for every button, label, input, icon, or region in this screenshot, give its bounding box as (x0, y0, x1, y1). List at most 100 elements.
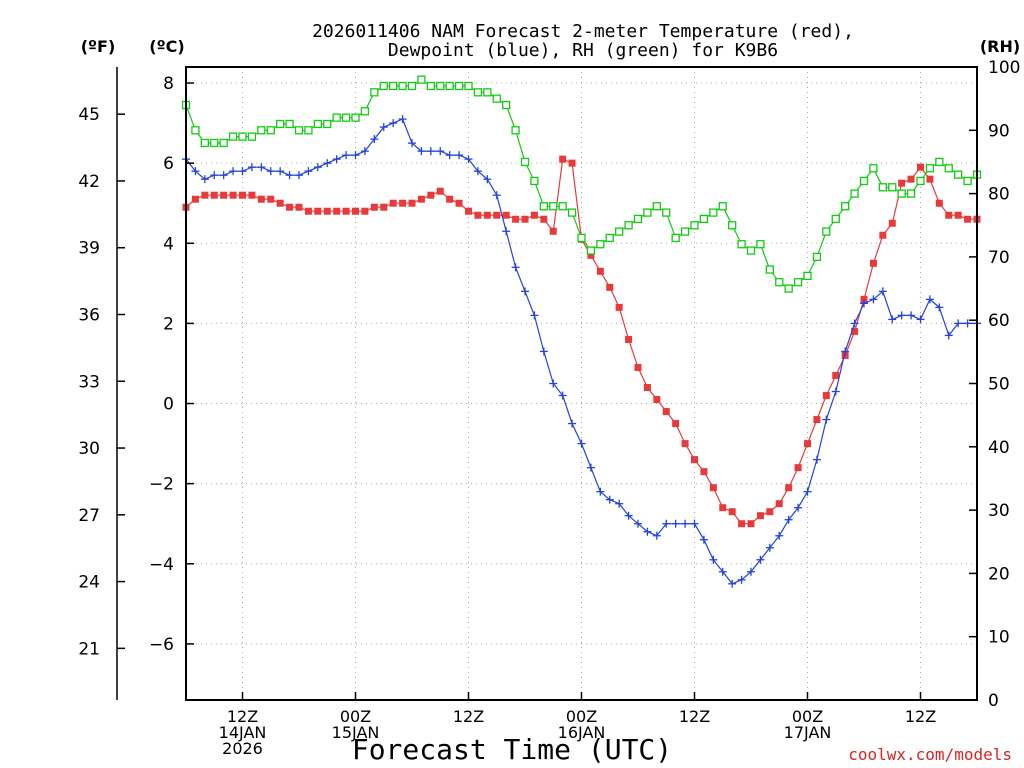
rh-point (313, 119, 322, 129)
dewpoint-point (605, 495, 614, 504)
tick-label-x: 2026 (222, 739, 263, 758)
rh-point (210, 138, 219, 148)
rh-point (436, 81, 445, 91)
rh-point (718, 202, 727, 211)
tick-label-x: 16JAN (558, 723, 606, 742)
dewpoint-point (408, 139, 416, 148)
rh-point (558, 202, 567, 211)
rh-point (351, 113, 360, 122)
temp-point (427, 191, 435, 199)
tick-label-celsius: 4 (163, 234, 174, 254)
tick-label-celsius: −4 (149, 555, 174, 575)
dewpoint-point (351, 151, 360, 160)
temp-point (436, 187, 444, 195)
temp-point (549, 227, 557, 235)
tick-label-rh: 80 (988, 185, 1010, 205)
temp-point (634, 363, 642, 371)
temp-point (417, 195, 425, 203)
tick-label-fahrenheit: 39 (78, 239, 100, 259)
dewpoint-point (699, 535, 708, 544)
dewpoint-point (652, 531, 661, 540)
rh-point (624, 221, 633, 230)
dewpoint-point (812, 455, 821, 464)
dewpoint-point (963, 319, 972, 328)
x-axis-title: Forecast Time (UTC) (352, 733, 672, 766)
dewpoint-point (257, 163, 266, 172)
tick-label-rh: 100 (988, 58, 1020, 78)
rh-point (323, 119, 332, 129)
rh-point (389, 81, 398, 91)
temp-point (201, 191, 209, 199)
rh-point (200, 138, 209, 148)
rh-point (238, 132, 247, 141)
rh-point (332, 113, 341, 122)
temp-point (822, 392, 830, 400)
temp-point (672, 420, 680, 428)
chart-title-line-1: 2026011406 NAM Forecast 2-meter Temperat… (312, 21, 854, 42)
rh-point (615, 227, 624, 236)
rh-point (407, 81, 417, 91)
credit-link[interactable]: coolwx.com/models (848, 745, 1012, 764)
dewpoint-point (662, 519, 671, 528)
rh-point (398, 81, 407, 91)
tick-label-celsius: −6 (149, 635, 174, 655)
tick-label-fahrenheit: 42 (78, 172, 100, 192)
temp-point (756, 512, 764, 520)
temp-point (408, 199, 416, 207)
dewpoint-point (907, 311, 916, 320)
temp-point (596, 267, 604, 275)
dewpoint-point (860, 299, 868, 308)
temp-point (493, 211, 501, 219)
temp-point (719, 504, 727, 512)
rh-point (492, 94, 501, 103)
temp-point (681, 440, 689, 448)
temp-point (389, 199, 397, 207)
temp-point (314, 207, 322, 215)
dewpoint-point (398, 115, 407, 124)
tick-label-x: 14JAN (219, 723, 267, 742)
dewpoint-point (615, 499, 624, 508)
temp-point (935, 199, 943, 207)
temp-point (625, 335, 633, 343)
temp-point (530, 211, 538, 219)
dewpoint-point (841, 347, 850, 356)
rh-point (831, 214, 840, 224)
temp-point (512, 215, 520, 223)
dewpoint-point (794, 503, 803, 512)
rh-point (699, 214, 709, 224)
rh-point (709, 208, 718, 217)
rh-point (228, 132, 238, 141)
tick-label-rh: 30 (988, 501, 1010, 521)
dewpoint-point (671, 519, 680, 528)
dewpoint-point (455, 151, 464, 160)
rh-point (360, 107, 370, 116)
temp-point (483, 211, 491, 219)
temp-point (559, 155, 567, 163)
dewpoint-point (850, 319, 859, 328)
temp-point (653, 396, 661, 404)
chart-title-line-2: Dewpoint (blue), RH (green) for K9B6 (388, 40, 778, 61)
rh-point (662, 208, 671, 217)
dewpoint-point (775, 531, 784, 540)
rh-point (276, 119, 285, 129)
temp-point (738, 520, 746, 528)
rh-point (464, 81, 473, 91)
dewpoint-point (332, 155, 341, 164)
dewpoint-point (916, 315, 925, 324)
tick-label-rh: 40 (988, 438, 1010, 458)
rh-point (191, 126, 200, 135)
rh-point (247, 132, 257, 141)
tick-label-rh: 20 (988, 564, 1010, 584)
dewpoint-point (549, 379, 558, 388)
rh-point (341, 113, 351, 122)
rh-point (793, 278, 803, 287)
dewpoint-point (869, 295, 878, 304)
dewpoint-point (200, 175, 209, 184)
tick-label-rh: 60 (988, 311, 1010, 331)
temp-point (945, 211, 953, 219)
dewpoint-point (492, 191, 501, 200)
temp-point (964, 215, 972, 223)
rh-point (511, 126, 520, 135)
dewpoint-point (502, 227, 511, 236)
